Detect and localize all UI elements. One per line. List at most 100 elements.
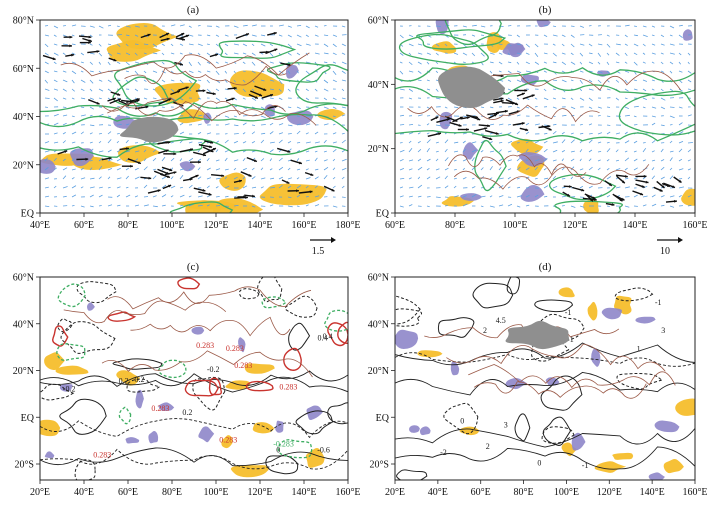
purple-shading bbox=[59, 383, 73, 392]
contour-line bbox=[40, 418, 348, 439]
contour-line bbox=[395, 371, 695, 396]
purple-shading bbox=[87, 302, 95, 311]
contour-label: 0 bbox=[460, 417, 464, 426]
vector-field bbox=[399, 24, 693, 208]
contour-line bbox=[395, 342, 695, 366]
yellow-shading bbox=[587, 301, 598, 321]
purple-shading bbox=[395, 329, 419, 349]
purple-shading bbox=[460, 193, 482, 201]
contour-line bbox=[472, 282, 514, 309]
purple-shading bbox=[158, 402, 175, 411]
x-tick-label: 40°E bbox=[30, 220, 50, 231]
green-contour bbox=[444, 20, 502, 46]
y-tick-label: 40°N bbox=[368, 319, 389, 330]
coastline bbox=[107, 286, 312, 310]
contour-label: 0.283 bbox=[151, 404, 169, 413]
contour-line bbox=[284, 295, 318, 318]
panel-label: (d) bbox=[539, 261, 552, 273]
yellow-shading bbox=[681, 188, 695, 206]
purple-shading bbox=[419, 426, 431, 436]
contour-line bbox=[541, 426, 575, 444]
yellow-shading bbox=[55, 365, 89, 375]
coastline bbox=[101, 97, 286, 120]
x-tick-label: 160°E bbox=[682, 220, 707, 231]
plot-frame bbox=[394, 19, 696, 214]
contour-line bbox=[396, 469, 428, 480]
green-contour bbox=[398, 33, 489, 65]
panel-d: (d) 3 2 4.5 3 -1 2 1 0 -2 1 -1 0 -1 20°E 40°E 60°E 80°E 10… bbox=[368, 261, 708, 498]
yellow-shading bbox=[675, 398, 695, 416]
contour-line bbox=[542, 416, 572, 446]
contour-line bbox=[40, 370, 348, 387]
yellow-shading bbox=[40, 419, 61, 437]
contour-line bbox=[59, 398, 107, 435]
contour-label: 4.5 bbox=[496, 316, 506, 325]
contour-label: 0.283 bbox=[234, 361, 252, 370]
reference-arrowhead bbox=[331, 237, 336, 243]
y-tick-label: 20°N bbox=[13, 160, 34, 171]
purple-shading bbox=[462, 142, 479, 160]
contour-label: 0.283 bbox=[226, 344, 244, 353]
contour-line bbox=[534, 299, 574, 313]
y-tick-label: 60°N bbox=[368, 16, 389, 27]
contour-line bbox=[239, 288, 260, 300]
contour-line bbox=[295, 410, 334, 435]
x-tick-label: 20°E bbox=[385, 487, 405, 498]
green-contour bbox=[548, 173, 617, 201]
purple-shading bbox=[648, 472, 665, 480]
y-tick-label: 20°S bbox=[14, 460, 34, 471]
purple-shading bbox=[191, 326, 205, 335]
y-tick-label: 40°N bbox=[13, 112, 34, 123]
purple-shading bbox=[682, 29, 693, 41]
plateau-mask bbox=[438, 66, 506, 109]
yellow-shading bbox=[259, 183, 327, 206]
contour-line bbox=[288, 322, 311, 351]
map-content bbox=[40, 23, 348, 213]
plot-area bbox=[40, 277, 348, 480]
contour-label: -1 bbox=[582, 461, 589, 470]
yellow-shading bbox=[229, 70, 285, 98]
coastline bbox=[124, 65, 287, 86]
contour-line bbox=[443, 402, 479, 435]
contour-label: 0.283 bbox=[279, 383, 297, 392]
reference-vector-label: 1.5 bbox=[312, 246, 325, 257]
significance-contour bbox=[277, 439, 313, 459]
purple-shading bbox=[135, 389, 144, 409]
purple-shading bbox=[654, 420, 680, 433]
coastline bbox=[107, 101, 317, 126]
purple-shading bbox=[203, 112, 212, 124]
plateau-mask bbox=[505, 320, 570, 350]
x-tick-label: 40°E bbox=[428, 487, 448, 498]
y-tick-label: 60°N bbox=[13, 64, 34, 75]
purple-shading bbox=[285, 64, 299, 79]
contour-label: 1 bbox=[570, 335, 574, 344]
contour-label: 0 bbox=[276, 446, 280, 455]
x-tick-label: 140°E bbox=[622, 220, 647, 231]
purple-shading bbox=[237, 337, 246, 353]
coastline bbox=[424, 324, 620, 340]
x-tick-label: 60°E bbox=[385, 220, 405, 231]
significance-contour bbox=[118, 406, 132, 425]
purple-shading bbox=[198, 426, 215, 443]
panel-c: (c)0.2830.2830.2830.2830.2830.2830.2830.… bbox=[13, 261, 361, 498]
yellow-shading bbox=[244, 363, 275, 374]
yellow-shading bbox=[612, 452, 634, 460]
contour-line bbox=[395, 428, 695, 448]
contour-line bbox=[327, 402, 348, 425]
panel-label: (b) bbox=[539, 4, 552, 16]
green-contour bbox=[169, 201, 234, 213]
x-tick-label: 80°E bbox=[118, 220, 138, 231]
contour-line bbox=[74, 459, 96, 480]
green-contour bbox=[416, 29, 507, 50]
contour-line bbox=[40, 373, 348, 393]
contour-line bbox=[395, 308, 423, 327]
purple-shading bbox=[125, 437, 140, 444]
purple-shading bbox=[40, 159, 56, 174]
x-tick-label: 160°E bbox=[291, 220, 316, 231]
contour-label: 0.4 bbox=[323, 332, 333, 341]
plot-frame bbox=[394, 276, 696, 481]
contour-line bbox=[76, 281, 117, 304]
green-contour bbox=[40, 102, 348, 117]
y-tick-label: EQ bbox=[21, 413, 35, 424]
